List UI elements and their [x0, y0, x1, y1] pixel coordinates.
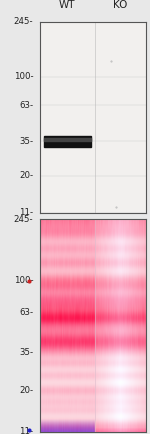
- Text: 63-: 63-: [19, 101, 33, 110]
- Text: 245-: 245-: [14, 17, 33, 26]
- Text: 11-: 11-: [19, 208, 33, 217]
- Text: 11-: 11-: [19, 427, 33, 434]
- Text: KO: KO: [113, 0, 127, 10]
- Text: 245-: 245-: [14, 215, 33, 224]
- Text: 20-: 20-: [19, 386, 33, 395]
- Text: 100-: 100-: [14, 72, 33, 81]
- Text: 63-: 63-: [19, 308, 33, 317]
- Bar: [44, 138, 90, 141]
- Bar: [44, 136, 90, 147]
- Text: 35-: 35-: [19, 348, 33, 357]
- Text: WT: WT: [59, 0, 75, 10]
- Text: 35-: 35-: [19, 137, 33, 146]
- Text: 100-: 100-: [14, 276, 33, 285]
- Text: 20-: 20-: [19, 171, 33, 181]
